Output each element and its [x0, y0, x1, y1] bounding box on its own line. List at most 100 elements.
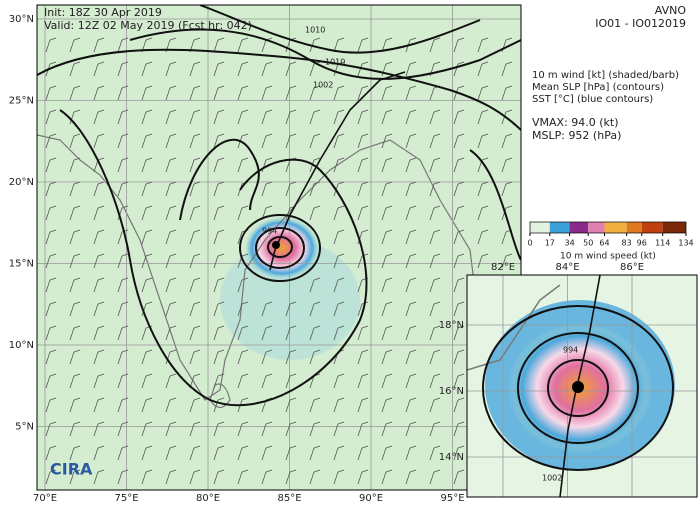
wind-barb [405, 301, 417, 317]
wind-barb [453, 181, 465, 197]
wind-barb [117, 301, 129, 317]
wind-barb [501, 205, 513, 221]
wind-barb [141, 85, 153, 101]
wind-barb [429, 325, 441, 341]
wind-barb [261, 469, 273, 485]
wind-barb [357, 229, 369, 245]
colorbar-tick-label: 83 [622, 239, 632, 248]
wind-barb [405, 349, 417, 365]
wind-barb [477, 205, 489, 221]
wind-barb [189, 421, 201, 437]
wind-barb [381, 373, 393, 389]
lat-label: 30°N [9, 14, 34, 25]
wind-barb [429, 157, 441, 173]
wind-barb [165, 157, 177, 173]
wind-barb [237, 325, 249, 341]
wind-barb [381, 61, 393, 77]
wind-barb [285, 325, 297, 341]
wind-barb [501, 85, 513, 101]
wind-barb [381, 133, 393, 149]
wind-barb [117, 325, 129, 341]
wind-barb [117, 109, 129, 125]
wind-barb [429, 445, 441, 461]
wind-barb [69, 325, 81, 341]
wind-barb [285, 421, 297, 437]
logo: CIRA [50, 460, 93, 479]
wind-barb [357, 397, 369, 413]
wind-barb [357, 421, 369, 437]
wind-barb [237, 421, 249, 437]
wind-barb [45, 277, 57, 293]
wind-barb [285, 301, 297, 317]
wind-barb [69, 109, 81, 125]
wind-barb [45, 253, 57, 269]
wind-barb [477, 253, 489, 269]
wind-barb [309, 133, 321, 149]
wind-barb [453, 469, 465, 485]
wind-barb [285, 445, 297, 461]
mslp: MSLP: 952 (hPa) [532, 129, 621, 142]
wind-barb [189, 301, 201, 317]
wind-barb [333, 469, 345, 485]
wind-barb [333, 397, 345, 413]
lon-label: 85°E [277, 493, 301, 504]
wind-barb [453, 109, 465, 125]
wind-barb [237, 301, 249, 317]
colorbar-tick-label: 134 [678, 239, 693, 248]
wind-barb [117, 469, 129, 485]
wind-barb [141, 253, 153, 269]
inset-lat-label: 18°N [439, 320, 464, 331]
wind-barb [117, 445, 129, 461]
wind-barb [237, 277, 249, 293]
isobar [199, 5, 481, 54]
wind-barb [477, 229, 489, 245]
wind-barb [237, 85, 249, 101]
colorbar-tick-label: 64 [599, 239, 609, 248]
wind-barb [93, 301, 105, 317]
wind-barb [165, 253, 177, 269]
wind-barb [45, 229, 57, 245]
wind-barb [189, 61, 201, 77]
wind-barb [309, 157, 321, 173]
wind-barb [45, 397, 57, 413]
wind-barb [213, 109, 225, 125]
wind-barb [285, 61, 297, 77]
wind-barb [237, 205, 249, 221]
wind-barb [189, 157, 201, 173]
wind-barb [93, 349, 105, 365]
wind-barb [333, 301, 345, 317]
wind-barb [333, 157, 345, 173]
wind-barb [141, 133, 153, 149]
wind-barb [93, 253, 105, 269]
wind-barb [453, 397, 465, 413]
wind-barb [69, 37, 81, 53]
wind-barb [141, 349, 153, 365]
wind-barb [381, 421, 393, 437]
wind-barb [405, 229, 417, 245]
wind-barb [405, 157, 417, 173]
wind-barb [405, 397, 417, 413]
lon-label: 80°E [196, 493, 220, 504]
wind-barb [189, 253, 201, 269]
legend-line: 10 m wind [kt] (shaded/barb) [532, 70, 679, 81]
wind-barb [357, 181, 369, 197]
wind-barb [189, 325, 201, 341]
wind-barb [357, 61, 369, 77]
wind-barb [213, 133, 225, 149]
wind-barb [309, 325, 321, 341]
inset-lon-label: 86°E [620, 262, 644, 273]
track [559, 275, 601, 497]
wind-barb [261, 373, 273, 389]
wind-barb [429, 181, 441, 197]
wind-barb [405, 373, 417, 389]
wind-barb [237, 445, 249, 461]
wind-barb [189, 229, 201, 245]
wind-barb [45, 85, 57, 101]
wind-barb [357, 349, 369, 365]
wind-barb [69, 205, 81, 221]
wind-barb [405, 133, 417, 149]
inset-lon-label: 84°E [555, 262, 579, 273]
wind-barb [141, 277, 153, 293]
wind-barb [93, 397, 105, 413]
